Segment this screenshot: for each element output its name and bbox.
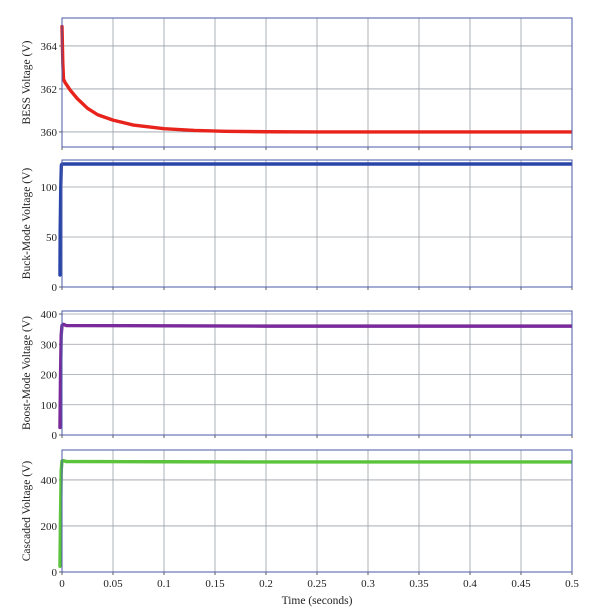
y-tick-label: 0	[52, 430, 58, 442]
series-line	[58, 458, 572, 568]
y-tick-label: 0	[52, 567, 58, 579]
plot-frame	[61, 159, 573, 288]
panel-cascaded-voltage: 0 0.05 0.1 0.15 0.2 0.25 0.3 0.35 0.4 0.45 0.5 0 200…	[21, 449, 579, 607]
y-tick-label: 300	[41, 339, 58, 351]
x-tick-label: 0.2	[259, 578, 273, 590]
x-tick-label: 0.4	[463, 578, 477, 590]
y-tick-label: 400	[41, 309, 58, 321]
series-line	[58, 322, 572, 430]
y-tick-label: 0	[52, 282, 58, 294]
y-tick-label: 362	[41, 84, 58, 96]
y-tick-label: 50	[46, 232, 58, 244]
x-tick-label: 0.25	[307, 578, 327, 590]
x-tick-label: 0.15	[205, 578, 225, 590]
y-axis-label: Buck-Mode Voltage (V)	[21, 168, 33, 280]
x-tick-label: 0.5	[565, 578, 579, 590]
y-tick-label: 360	[41, 127, 58, 139]
plot-frame	[61, 449, 573, 573]
panel-boost-mode-voltage: 0 100 200 300 400 Boost-Mode Voltage (V)	[21, 309, 573, 442]
y-tick-label: 200	[41, 370, 58, 382]
plot-frame	[61, 17, 573, 148]
y-axis-label: BESS Voltage (V)	[21, 40, 33, 124]
x-tick-label: 0.1	[157, 578, 171, 590]
x-tick-label: 0.05	[103, 578, 123, 590]
x-tick-label: 0.3	[361, 578, 375, 590]
y-tick-label: 400	[41, 475, 58, 487]
panel-bess-voltage: 360 362 364 BESS Voltage (V)	[21, 17, 573, 150]
x-tick-label: 0.45	[511, 578, 531, 590]
plot-frame	[61, 310, 573, 436]
x-tick-label: 0	[59, 578, 65, 590]
series-line	[58, 162, 572, 277]
x-axis-label: Time (seconds)	[282, 595, 353, 607]
y-axis-label: Boost-Mode Voltage (V)	[21, 316, 33, 430]
x-tick-label: 0.35	[409, 578, 429, 590]
series-line	[60, 24, 572, 134]
y-tick-label: 200	[41, 521, 58, 533]
y-tick-label: 100	[41, 182, 58, 194]
panel-buck-mode-voltage: 0 50 100 Buck-Mode Voltage (V)	[21, 159, 573, 294]
y-tick-label: 364	[41, 41, 58, 53]
y-axis-label: Cascaded Voltage (V)	[21, 461, 33, 562]
y-tick-label: 100	[41, 400, 58, 412]
